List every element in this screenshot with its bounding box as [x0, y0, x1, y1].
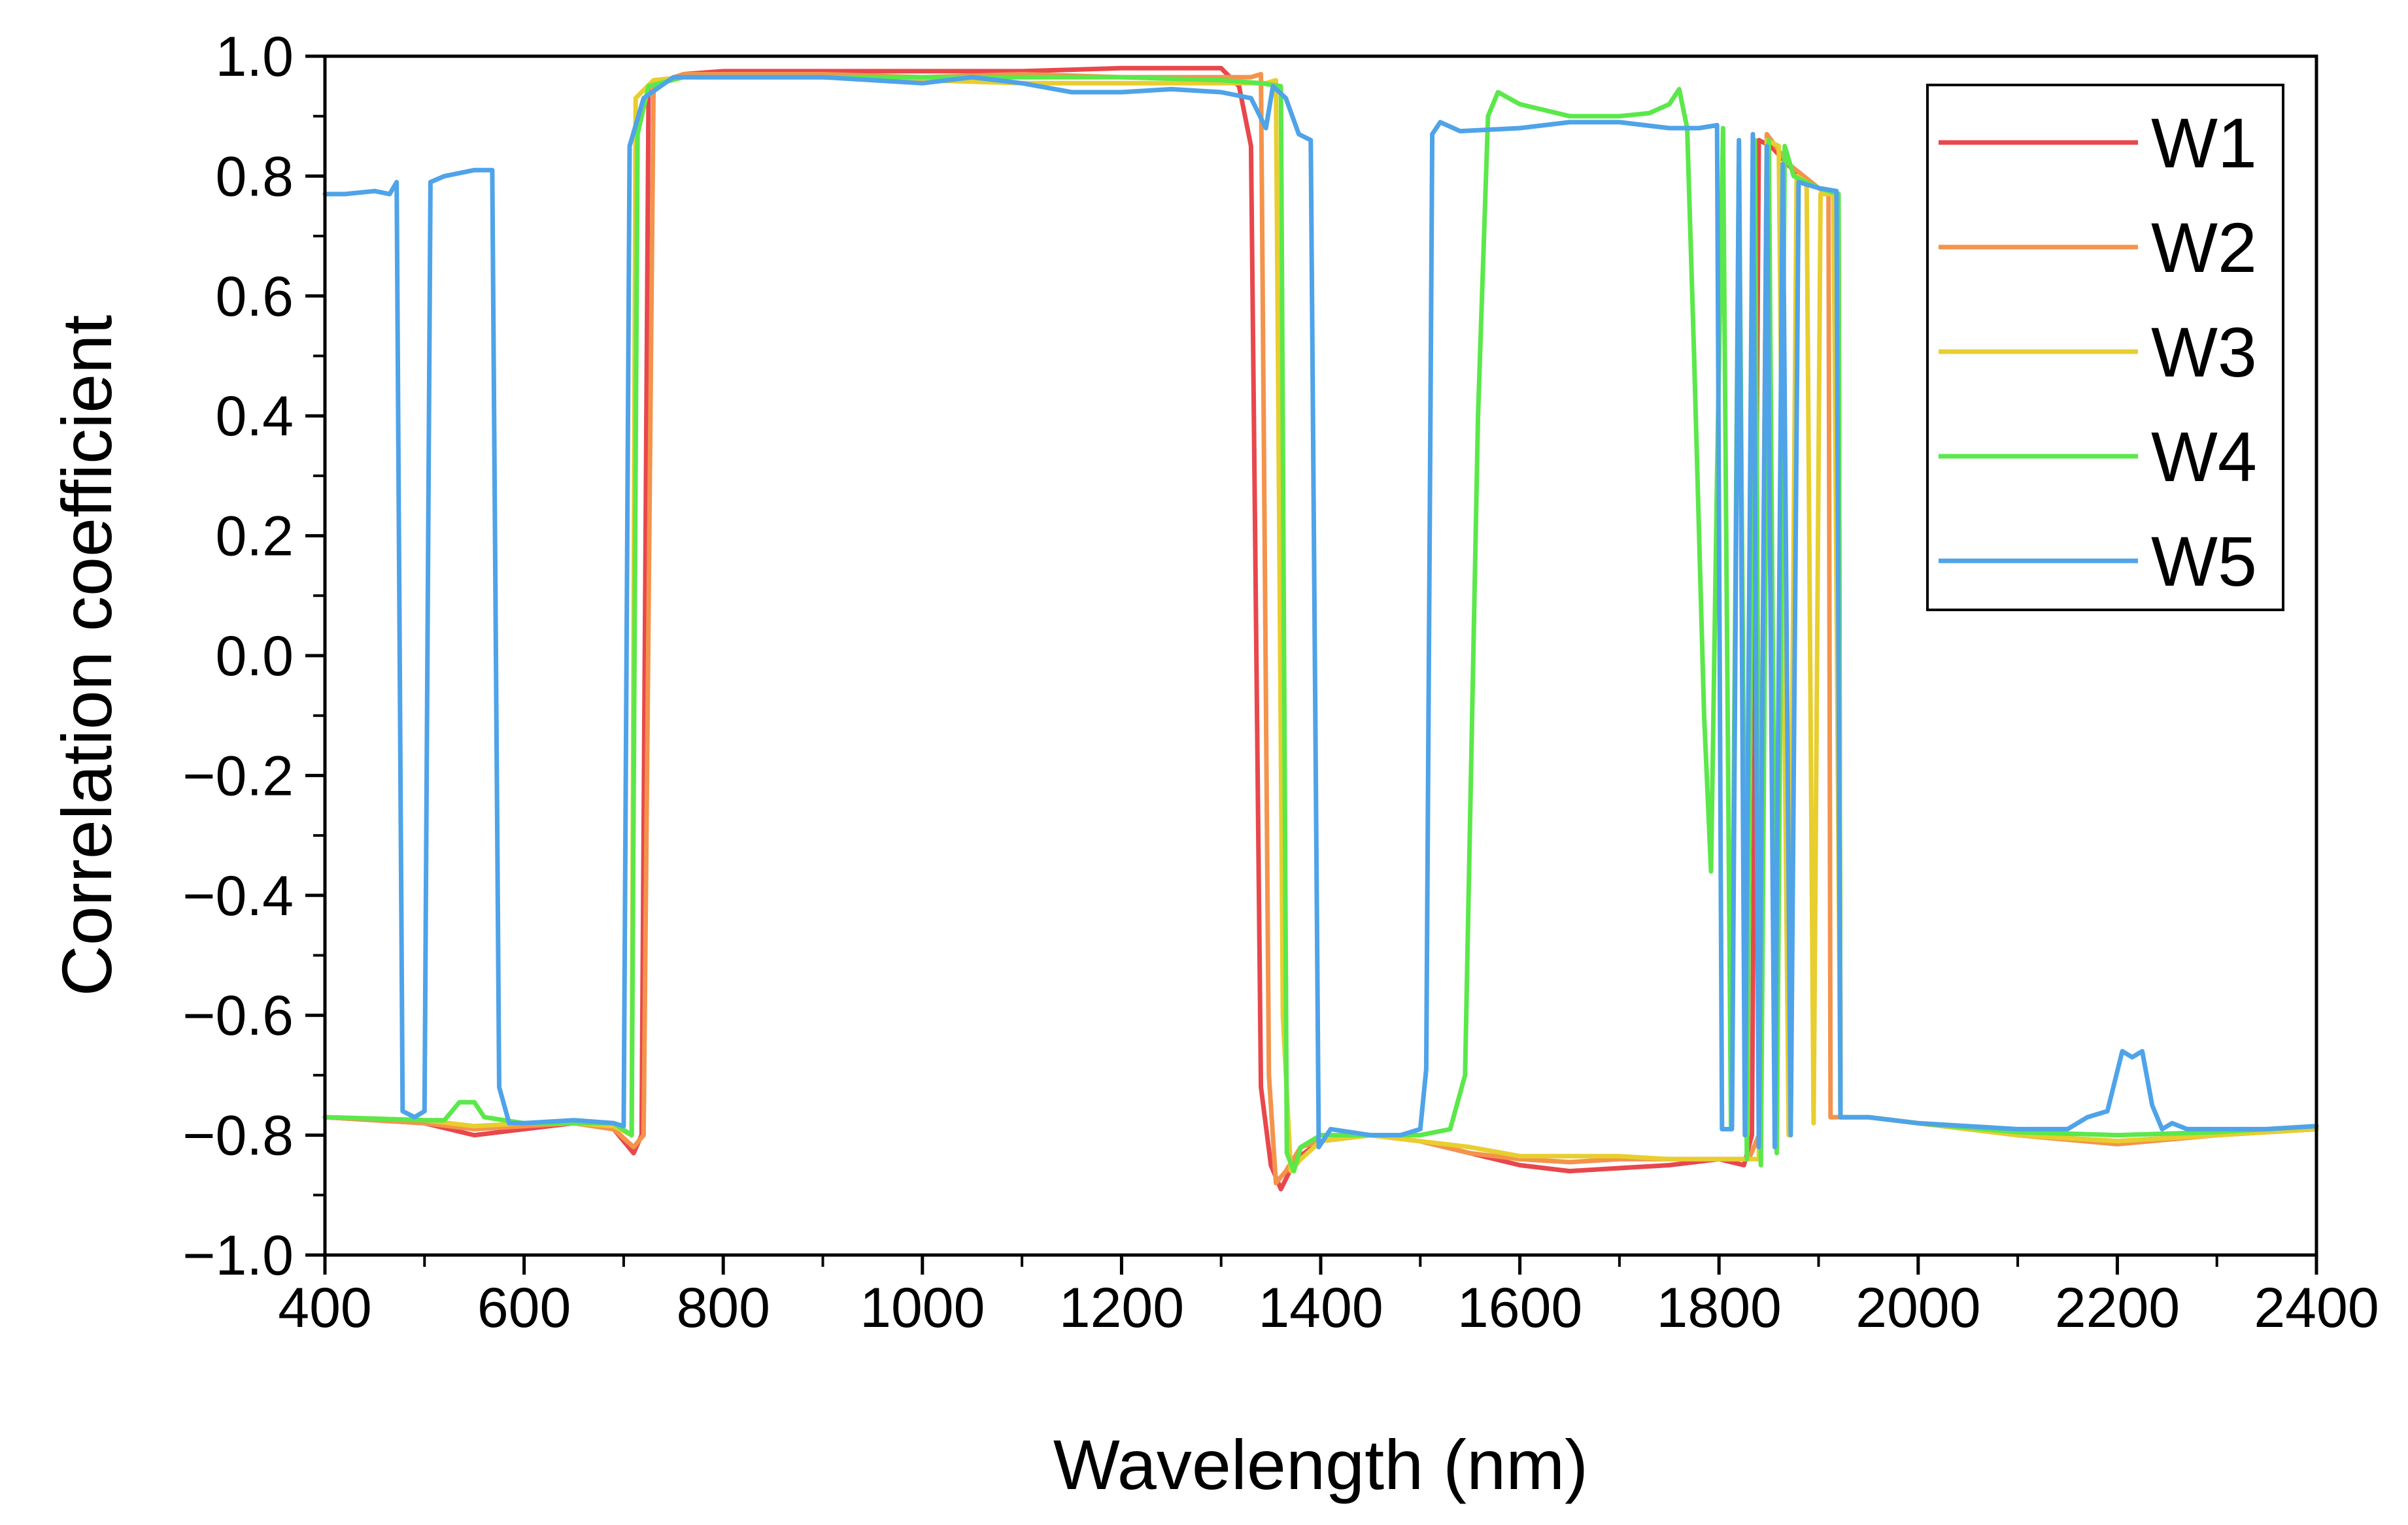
- legend-label-w3: W3: [2151, 312, 2257, 392]
- legend-box: [1926, 84, 2284, 611]
- x-axis-title: Wavelength (nm): [1053, 1425, 1588, 1504]
- x-tick-label: 1800: [1657, 1277, 1782, 1339]
- x-tick-label: 800: [676, 1277, 770, 1339]
- y-tick-label: 0.8: [215, 145, 294, 208]
- y-tick-label: −0.8: [182, 1105, 294, 1167]
- legend-label-w1: W1: [2151, 103, 2257, 182]
- y-tick-label: 0.4: [215, 385, 294, 448]
- series-lines: [322, 65, 2319, 1192]
- y-tick-label: 0.6: [215, 265, 294, 328]
- x-axis-tick-labels: 400 600 800 1000 1200 1400 1600 1800 2000 2200 240…: [278, 1277, 2379, 1339]
- y-tick-label: −0.4: [182, 865, 294, 928]
- x-tick-label: 1200: [1059, 1277, 1184, 1339]
- y-axis-tick-labels: −1.0 −0.8 −0.6 −0.4 −0.2 0.0 0.2 0.4 0.6 0.8 1.0: [182, 25, 294, 1287]
- legend-label-w5: W5: [2151, 522, 2257, 601]
- y-tick-label: 1.0: [215, 25, 294, 88]
- plot-frame: [323, 54, 2318, 1257]
- series-line-w3: [322, 75, 2319, 1174]
- series-line-w5: [322, 75, 2319, 1150]
- y-tick-label: 0.2: [215, 505, 294, 568]
- legend: W1 W2 W3 W4 W5: [1926, 84, 2284, 611]
- x-tick-label: 1000: [860, 1277, 985, 1339]
- x-tick-label: 400: [278, 1277, 372, 1339]
- x-tick-label: 2000: [1856, 1277, 1980, 1339]
- x-tick-label: 600: [477, 1277, 571, 1339]
- x-tick-label: 2200: [2055, 1277, 2180, 1339]
- axis-ticks: [305, 54, 2318, 1275]
- y-tick-label: −0.6: [182, 984, 294, 1047]
- x-tick-label: 1400: [1258, 1277, 1383, 1339]
- legend-label-w4: W4: [2151, 417, 2257, 496]
- y-axis-title: Correlation coefficient: [47, 315, 126, 997]
- y-tick-label: −1.0: [182, 1224, 294, 1287]
- legend-label-w2: W2: [2151, 208, 2257, 287]
- x-tick-label: 1600: [1457, 1277, 1582, 1339]
- x-tick-label: 2400: [2254, 1277, 2379, 1339]
- y-tick-label: −0.2: [182, 745, 294, 807]
- y-tick-label: 0.0: [215, 625, 294, 688]
